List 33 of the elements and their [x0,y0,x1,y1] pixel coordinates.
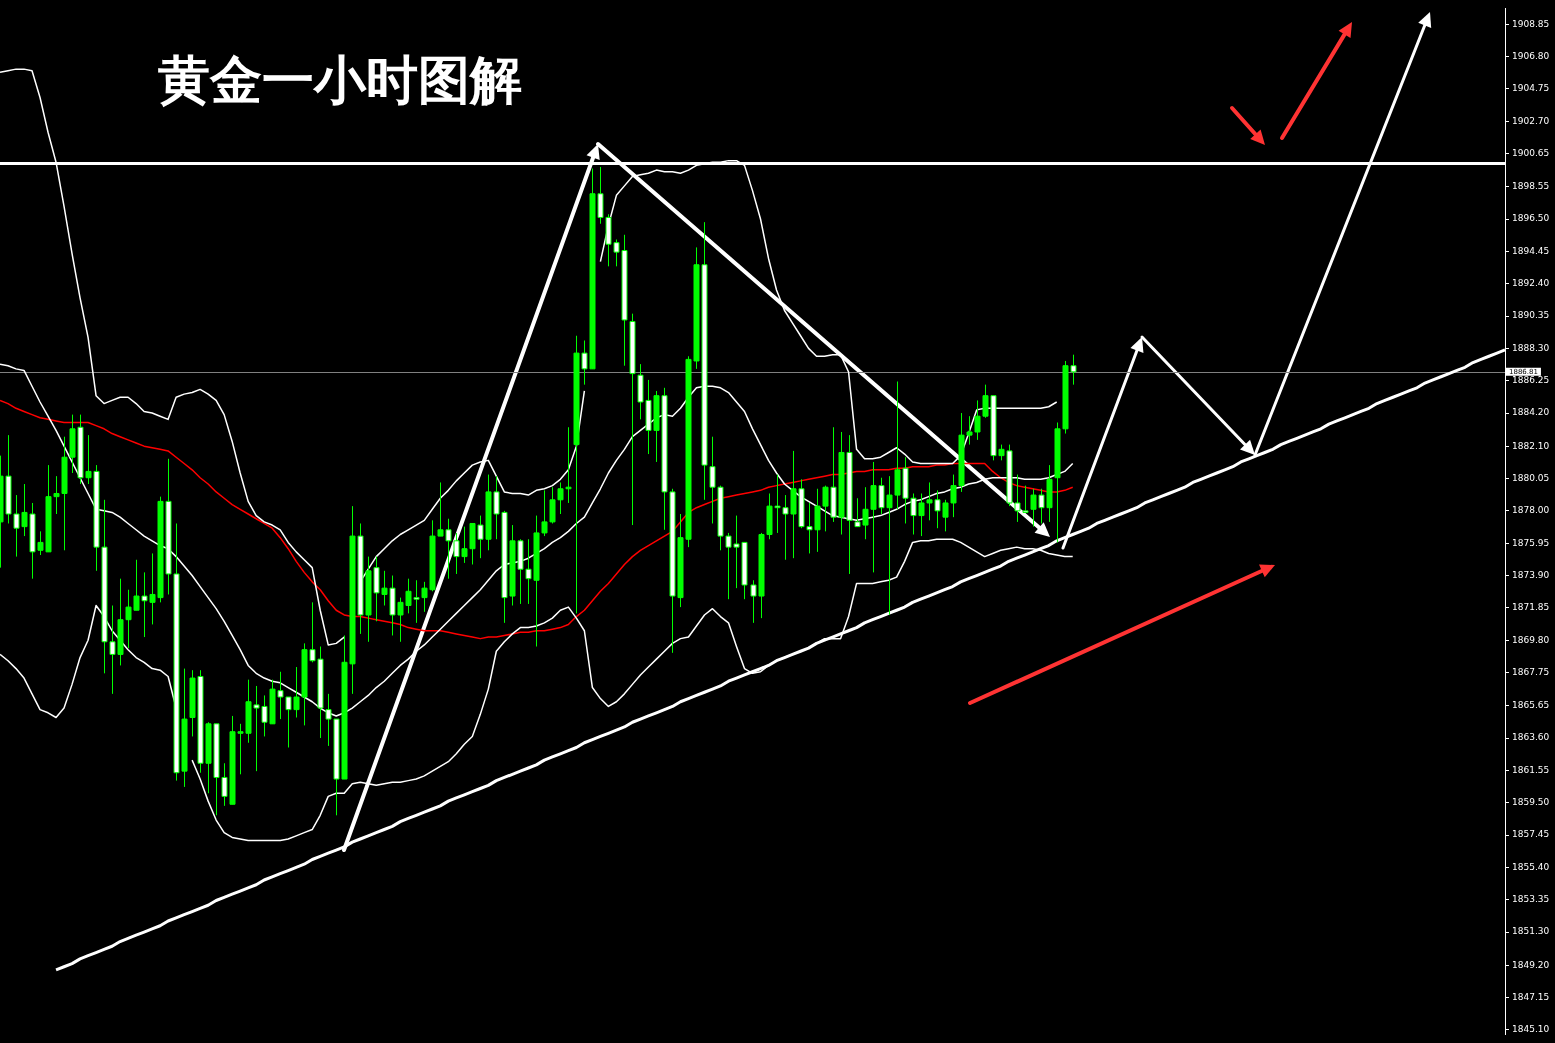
y-tick-label: 1849.20 [1512,959,1550,970]
y-tick-label: 1873.90 [1512,569,1550,580]
y-tick-label: 1855.40 [1512,861,1550,872]
y-tick-label: 1898.55 [1512,181,1550,192]
y-tick-label: 1869.80 [1512,634,1550,645]
y-tick-label: 1890.35 [1512,310,1550,321]
y-tick-label: 1851.30 [1512,926,1550,937]
text: 黄金一小时图解 [158,51,522,111]
y-tick-label: 1863.60 [1512,732,1550,743]
y-tick-label: 1882.10 [1512,440,1550,451]
y-tick-label: 1894.45 [1512,245,1550,256]
y-tick-label: 1880.05 [1512,472,1550,483]
y-tick-label: 1865.65 [1512,700,1550,711]
y-tick-label: 1867.75 [1512,666,1550,677]
y-tick-label: 1908.85 [1512,18,1550,29]
y-tick-label: 1853.35 [1512,894,1550,905]
y-tick-label: 1900.65 [1512,147,1550,158]
y-tick-label: 1886.25 [1512,375,1550,386]
y-tick-label: 1878.00 [1512,505,1550,516]
y-tick-label: 1871.85 [1512,602,1550,613]
y-tick-label: 1845.10 [1512,1024,1550,1035]
y-tick-label: 1906.80 [1512,50,1550,61]
y-tick-label: 1896.50 [1512,213,1550,224]
y-tick-label: 1892.40 [1512,278,1550,289]
y-tick-label: 1861.55 [1512,764,1550,775]
y-tick-label: 1847.15 [1512,991,1550,1002]
y-tick-label: 1884.20 [1512,407,1550,418]
y-tick-label: 1857.45 [1512,829,1550,840]
y-tick-label: 1902.70 [1512,115,1550,126]
y-tick-label: 1859.50 [1512,797,1550,808]
y-tick-label: 1875.95 [1512,537,1550,548]
y-tick-label: 1888.30 [1512,342,1550,353]
y-tick-label: 1904.75 [1512,83,1550,94]
